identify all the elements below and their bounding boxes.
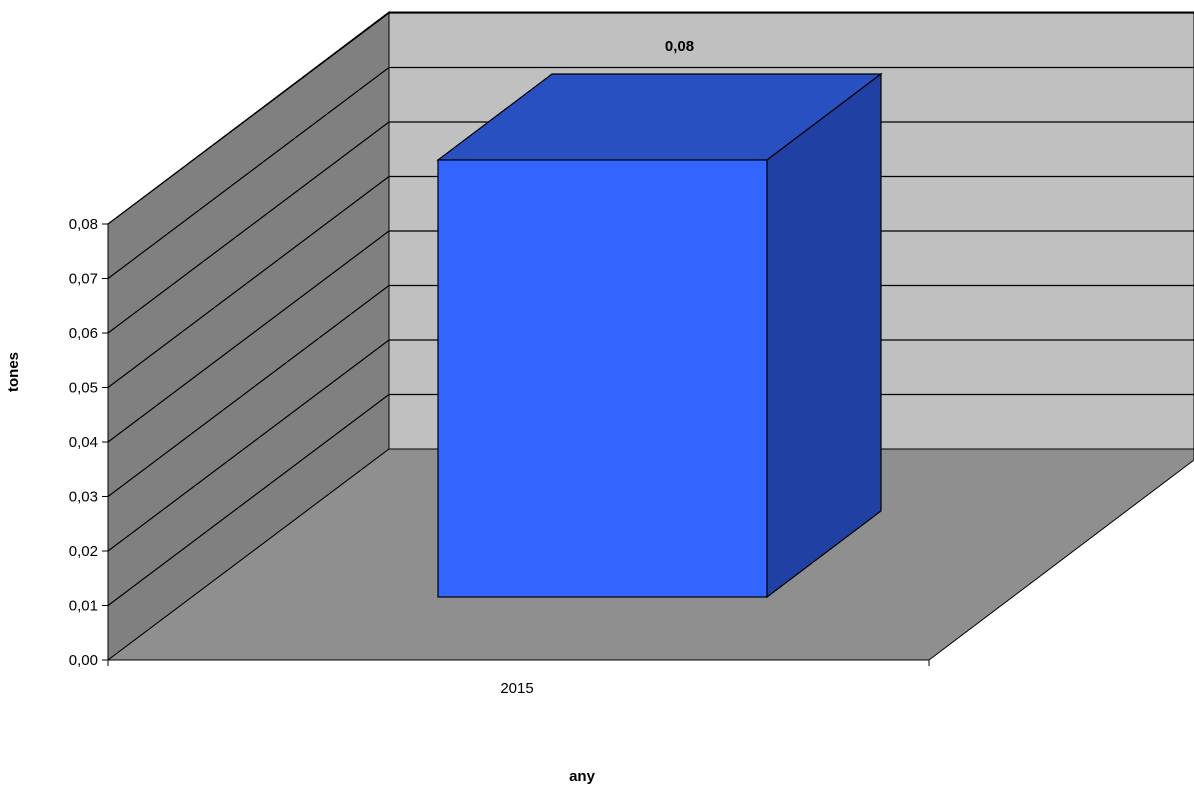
gridline-side [107,67,390,279]
bar-2015 [437,159,768,598]
gridline-side [107,121,390,334]
x-tick-label: 2015 [500,680,533,697]
bars [436,72,883,599]
gridline-side [107,339,390,552]
x-axis-title: any [569,768,596,785]
y-tick-label: 0,04 [69,434,98,451]
y-tick-label: 0,07 [69,271,98,288]
data-labels: 0,08 [665,38,694,55]
bar-side-2015 [766,72,882,599]
data-label-2015: 0,08 [665,38,694,55]
y-tick-label: 0,08 [69,216,98,233]
y-tick-label: 0,03 [69,489,98,506]
y-tick-label: 0,00 [69,652,98,669]
gridline-side [107,12,390,225]
gridline-side [107,285,390,497]
y-tick-label: 0,06 [69,325,98,342]
gridline-side [107,176,390,388]
y-tick-label: 0,02 [69,543,98,560]
gridline-side [107,230,390,443]
y-axis-title: tones [5,352,22,392]
y-tick-label: 0,01 [69,598,98,615]
y-axis: 0,00 0,01 0,02 0,03 0,04 0,05 0,06 0,07 0,08 [69,216,930,669]
gridline-side [107,394,390,606]
y-tick-label: 0,05 [69,380,98,397]
